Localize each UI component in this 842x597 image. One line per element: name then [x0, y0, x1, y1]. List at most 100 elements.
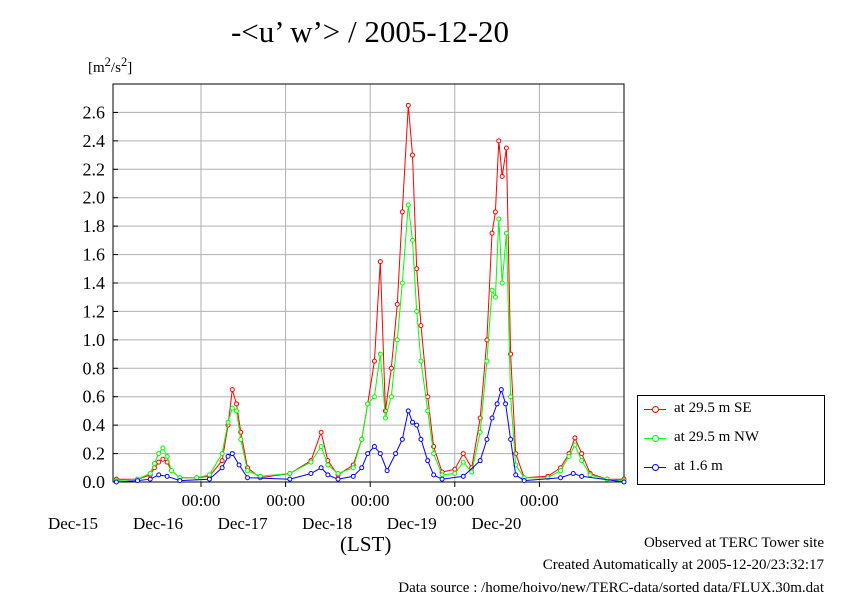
y-tick-label: 2.6	[83, 102, 106, 122]
data-point	[418, 436, 424, 442]
y-tick-label: 1.6	[83, 245, 106, 265]
data-point	[489, 415, 495, 421]
data-point	[194, 475, 200, 481]
y-tick-label: 0.2	[83, 444, 106, 464]
y-axis-unit: [m2/s2]	[88, 55, 133, 76]
data-point	[399, 280, 405, 286]
data-point	[371, 358, 377, 364]
data-point	[219, 458, 225, 464]
data-point	[160, 456, 166, 462]
data-point	[377, 451, 383, 457]
y-tick-label: 0.8	[83, 358, 106, 378]
data-point	[234, 401, 240, 407]
data-point	[405, 408, 411, 414]
data-point	[579, 451, 585, 457]
data-point	[418, 358, 424, 364]
data-point	[494, 401, 500, 407]
data-point	[439, 476, 445, 482]
data-point	[477, 429, 483, 435]
data-point	[579, 473, 585, 479]
data-point	[393, 451, 399, 457]
data-point	[499, 280, 505, 286]
data-point	[164, 473, 170, 479]
data-point	[414, 422, 420, 428]
data-point	[135, 478, 141, 484]
chart-title: -<u’ w’> / 2005-12-20	[230, 14, 510, 49]
x-tick-time: 00:00	[435, 491, 474, 510]
data-point	[492, 209, 498, 215]
footer-site: Observed at TERC Tower site	[643, 535, 824, 551]
data-point	[477, 458, 483, 464]
data-point	[160, 445, 166, 451]
data-point	[388, 394, 394, 400]
legend-item-nw: at 29.5 m NW	[638, 429, 824, 449]
data-point	[308, 459, 314, 465]
data-point	[377, 259, 383, 265]
data-point	[460, 459, 466, 465]
data-point	[229, 387, 235, 393]
x-tick-date: Dec-19	[387, 514, 437, 533]
data-point	[558, 475, 564, 481]
y-tick-label: 1.8	[83, 216, 106, 236]
data-point	[508, 394, 514, 400]
legend-item-se: at 29.5 m SE	[638, 400, 824, 420]
data-point	[388, 365, 394, 371]
data-point	[229, 405, 235, 411]
legend-label: at 1.6 m	[674, 458, 723, 474]
x-tick-date: Dec-16	[133, 514, 183, 533]
data-point	[177, 478, 183, 484]
series-line	[116, 387, 625, 483]
data-point	[225, 419, 231, 425]
data-point	[572, 435, 578, 441]
data-point	[508, 436, 514, 442]
data-point	[238, 436, 244, 442]
data-point	[460, 451, 466, 457]
data-point	[579, 458, 585, 464]
data-point	[156, 459, 162, 465]
data-point	[245, 475, 251, 481]
data-point	[498, 387, 504, 393]
data-point	[499, 173, 505, 179]
data-point	[156, 451, 162, 457]
data-point	[234, 408, 240, 414]
data-point	[513, 472, 519, 478]
data-point	[460, 473, 466, 479]
data-point	[405, 102, 411, 108]
data-point	[147, 470, 153, 476]
legend-item-1-6m: at 1.6 m	[638, 458, 824, 478]
data-point	[365, 451, 371, 457]
data-point	[469, 469, 475, 475]
data-point	[151, 461, 157, 467]
x-first-date: Dec-15	[48, 514, 98, 533]
data-point	[287, 476, 293, 482]
data-point	[371, 394, 377, 400]
data-point	[377, 351, 383, 357]
data-point	[503, 145, 509, 151]
data-point	[492, 294, 498, 300]
data-point	[484, 358, 490, 364]
data-point	[318, 429, 324, 435]
data-point	[425, 458, 431, 464]
data-point	[452, 470, 458, 476]
y-tick-label: 2.2	[83, 159, 106, 179]
data-point	[409, 419, 415, 425]
y-tick-label: 1.0	[83, 330, 106, 350]
data-point	[371, 443, 377, 449]
x-axis-label: (LST)	[340, 532, 392, 556]
data-point	[245, 468, 251, 474]
y-tick-label: 0.4	[83, 415, 106, 435]
y-tick-label: 1.2	[83, 301, 106, 321]
data-point	[350, 465, 356, 471]
x-tick-date: Dec-17	[218, 514, 269, 533]
data-point	[156, 472, 162, 478]
x-tick-time: 00:00	[520, 491, 559, 510]
data-point	[394, 337, 400, 343]
y-tick-label: 2.0	[83, 188, 106, 208]
data-point	[587, 472, 593, 478]
data-point	[365, 401, 371, 407]
data-point	[409, 237, 415, 243]
data-point	[113, 479, 119, 485]
data-point	[359, 465, 365, 471]
data-point	[219, 451, 225, 457]
